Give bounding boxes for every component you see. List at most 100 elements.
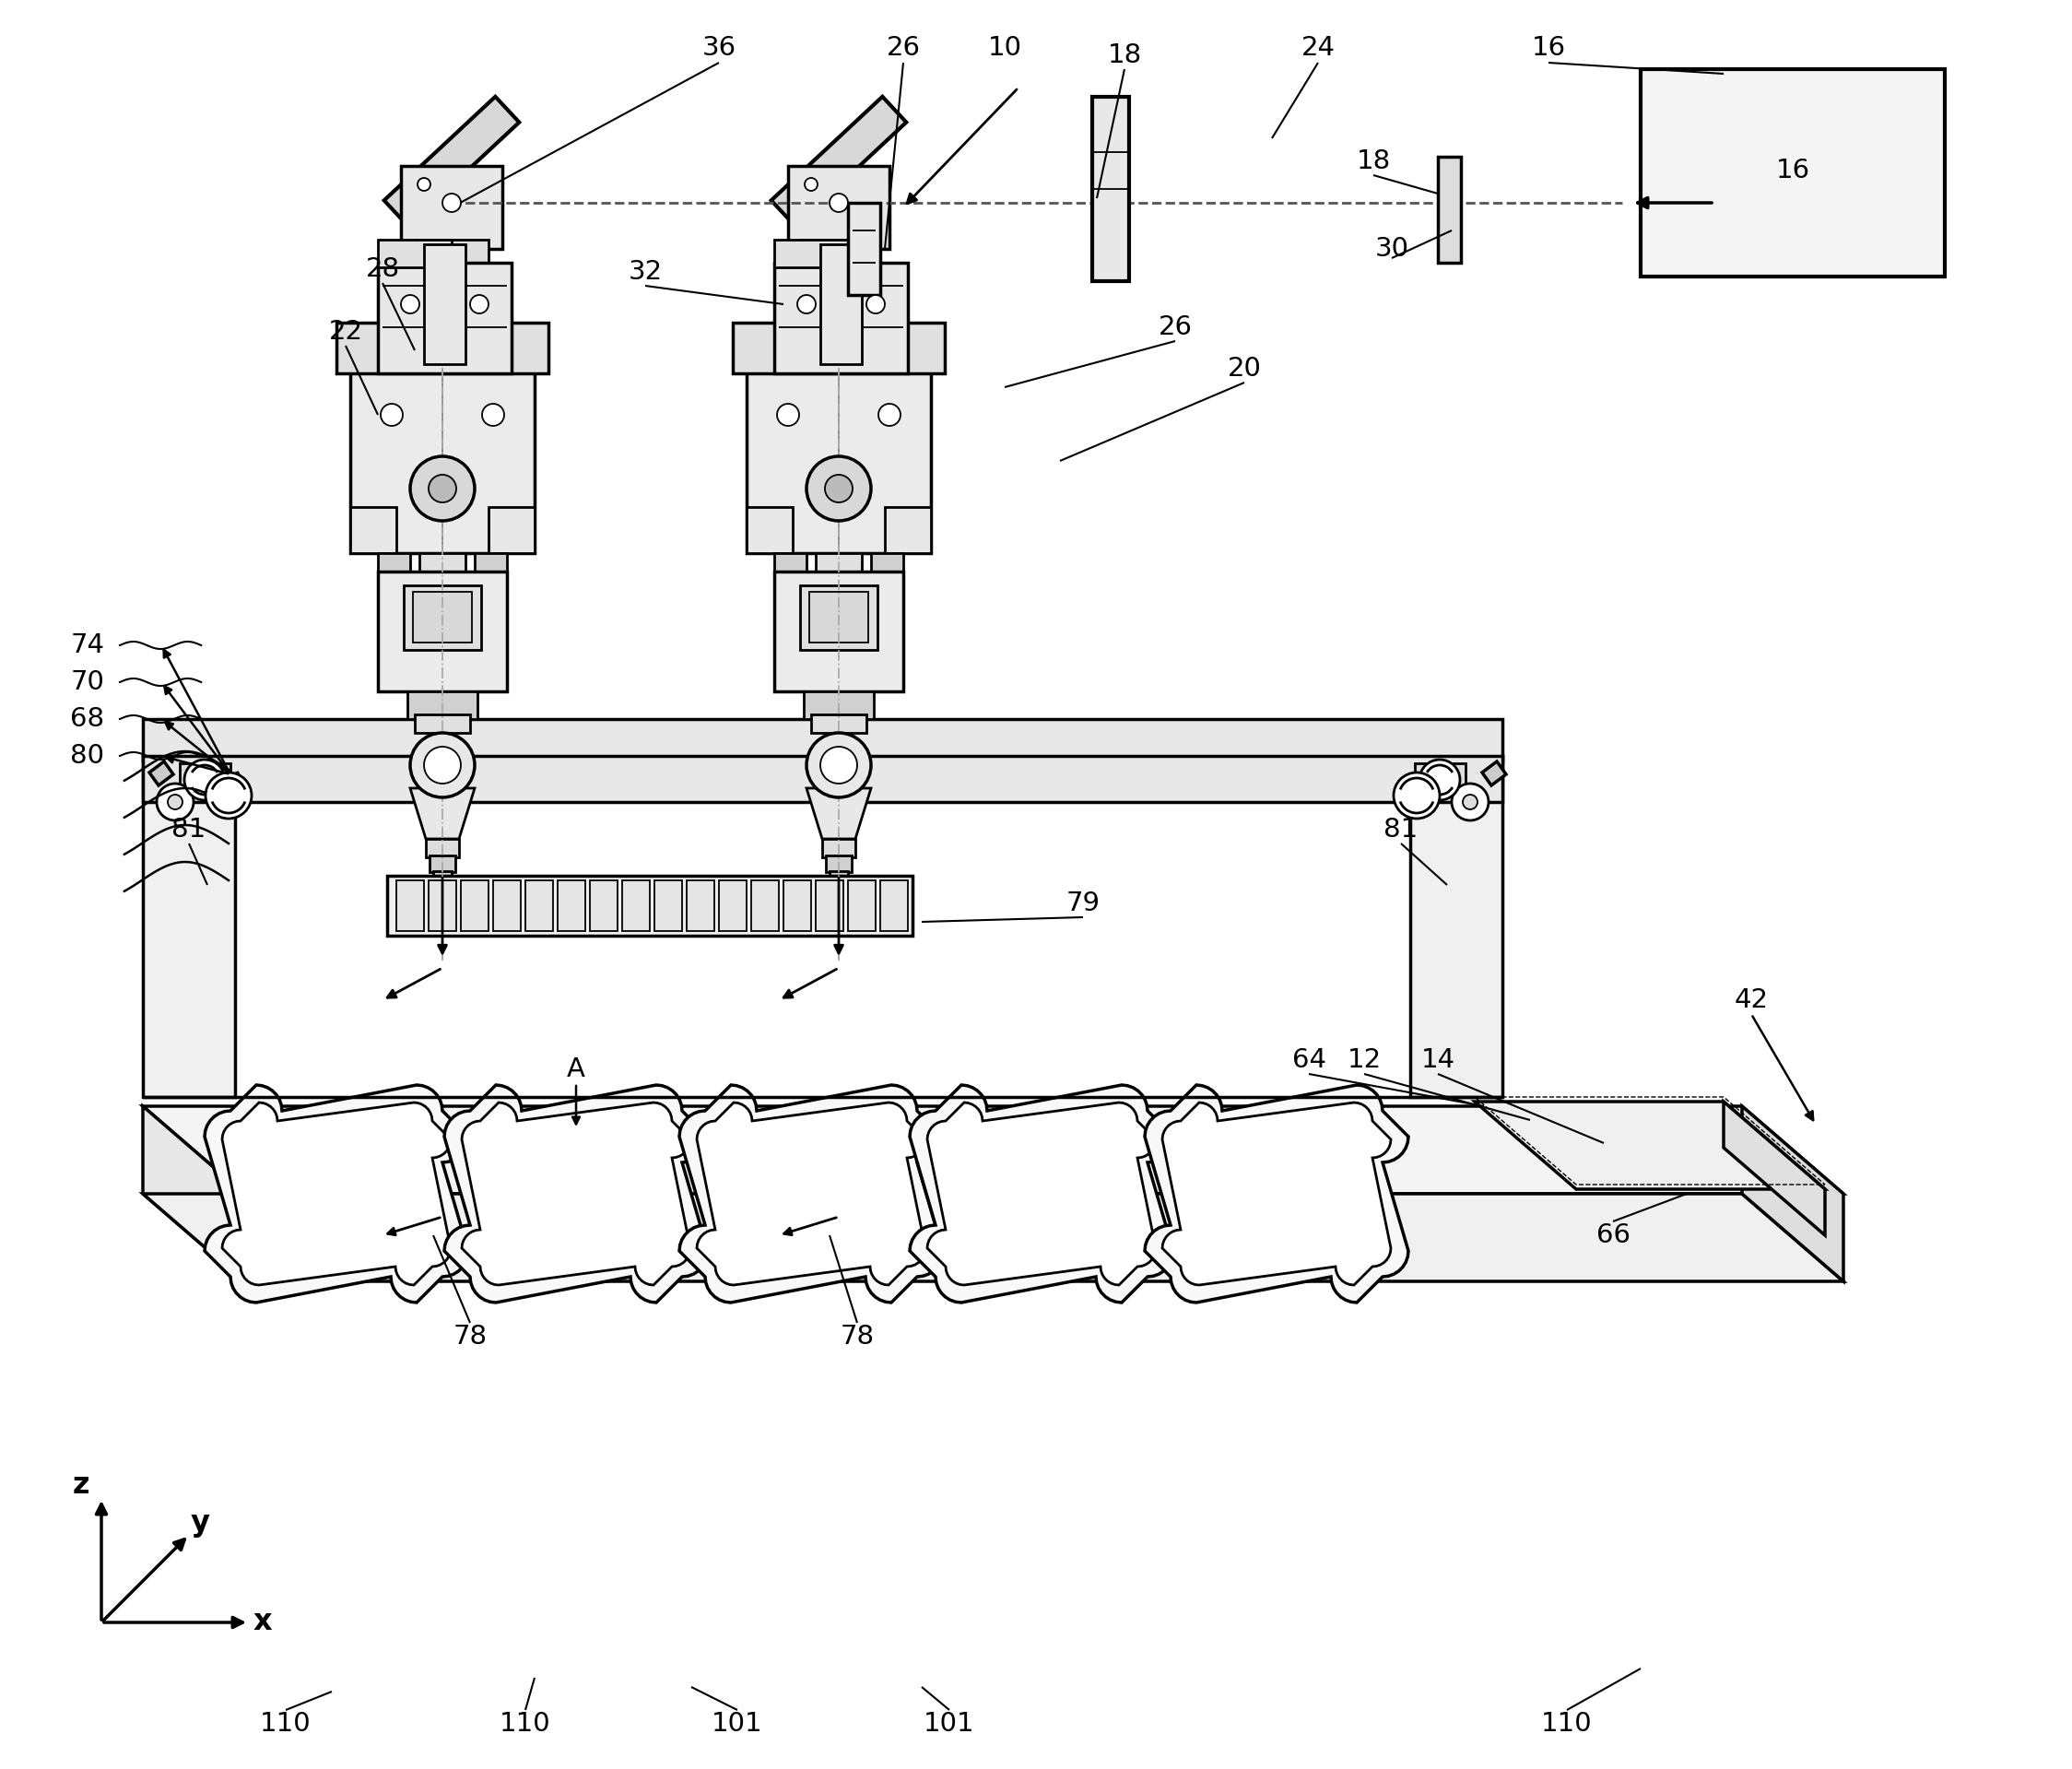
Circle shape	[402, 295, 419, 313]
Polygon shape	[433, 888, 452, 913]
Bar	[412, 593, 472, 642]
Polygon shape	[143, 1106, 244, 1281]
Circle shape	[866, 295, 885, 313]
Bar	[143, 718, 1502, 761]
Bar	[1411, 755, 1502, 1097]
Bar	[408, 692, 477, 718]
Text: 42: 42	[1734, 987, 1767, 1014]
Polygon shape	[1743, 1106, 1844, 1281]
Text: 16: 16	[1531, 35, 1566, 60]
Circle shape	[1452, 784, 1488, 821]
Bar	[787, 166, 889, 249]
Text: z: z	[73, 1472, 89, 1500]
Text: 20: 20	[1227, 356, 1262, 382]
Bar	[783, 881, 810, 930]
Text: 79: 79	[1065, 890, 1100, 916]
Bar	[804, 692, 874, 718]
Bar	[802, 290, 876, 327]
Bar	[406, 290, 479, 327]
Text: 22: 22	[329, 318, 363, 345]
Bar	[810, 593, 868, 642]
Text: 18: 18	[1357, 149, 1390, 173]
Circle shape	[381, 403, 402, 426]
Bar	[557, 881, 584, 930]
Circle shape	[825, 474, 852, 502]
Polygon shape	[1724, 1102, 1825, 1235]
Circle shape	[821, 747, 858, 784]
Text: 66: 66	[1595, 1222, 1631, 1249]
Circle shape	[425, 747, 460, 784]
Bar	[143, 755, 234, 1097]
Polygon shape	[443, 1084, 709, 1302]
Polygon shape	[1481, 761, 1506, 785]
Bar	[719, 881, 746, 930]
Circle shape	[168, 794, 182, 810]
Bar	[847, 881, 876, 930]
Circle shape	[410, 456, 474, 520]
Text: 18: 18	[1106, 42, 1142, 69]
Text: 110: 110	[1542, 1711, 1593, 1737]
Polygon shape	[383, 97, 520, 226]
Text: 30: 30	[1374, 235, 1409, 262]
Bar	[775, 239, 847, 267]
Bar	[414, 239, 489, 267]
Bar	[591, 881, 617, 930]
Bar	[350, 368, 535, 554]
Bar	[425, 244, 466, 364]
Bar	[827, 856, 852, 872]
Text: 110: 110	[261, 1711, 311, 1737]
Polygon shape	[143, 1194, 1844, 1281]
Bar	[881, 881, 908, 930]
Bar	[816, 881, 843, 930]
Bar	[377, 264, 512, 373]
Polygon shape	[205, 1084, 468, 1302]
Text: 101: 101	[711, 1711, 762, 1737]
Bar	[1641, 69, 1946, 276]
Circle shape	[429, 474, 456, 502]
Polygon shape	[1475, 1102, 1825, 1189]
Bar	[775, 264, 908, 373]
Circle shape	[806, 732, 870, 798]
Text: 10: 10	[988, 35, 1021, 60]
Polygon shape	[462, 1102, 690, 1284]
Text: 14: 14	[1421, 1047, 1455, 1074]
Polygon shape	[1407, 773, 1432, 793]
Bar	[377, 571, 508, 692]
Circle shape	[157, 784, 193, 821]
Bar	[377, 554, 410, 578]
Bar	[180, 762, 230, 796]
Bar	[404, 586, 481, 649]
Bar	[489, 508, 535, 554]
Circle shape	[879, 403, 901, 426]
Bar	[377, 239, 452, 267]
Polygon shape	[771, 97, 905, 226]
Polygon shape	[829, 888, 847, 913]
Bar	[526, 881, 553, 930]
Circle shape	[443, 193, 460, 212]
Bar	[414, 715, 470, 732]
Circle shape	[419, 179, 431, 191]
Polygon shape	[218, 773, 242, 793]
Bar	[1092, 97, 1129, 281]
Bar	[816, 554, 862, 591]
Text: 24: 24	[1301, 35, 1334, 60]
Bar	[847, 203, 881, 295]
Circle shape	[798, 295, 816, 313]
Bar	[775, 554, 806, 578]
Circle shape	[829, 193, 847, 212]
Circle shape	[205, 773, 251, 819]
Text: 26: 26	[887, 35, 920, 60]
Polygon shape	[222, 1102, 452, 1284]
Bar	[622, 881, 651, 930]
Text: 80: 80	[70, 743, 104, 770]
Bar	[1438, 157, 1461, 264]
Bar	[870, 554, 903, 578]
Bar	[800, 586, 876, 649]
Bar	[752, 881, 779, 930]
Bar	[885, 508, 930, 554]
Text: 32: 32	[628, 258, 663, 285]
Text: 28: 28	[365, 257, 400, 281]
Circle shape	[777, 403, 800, 426]
Text: x: x	[253, 1608, 271, 1636]
Bar	[802, 239, 876, 267]
